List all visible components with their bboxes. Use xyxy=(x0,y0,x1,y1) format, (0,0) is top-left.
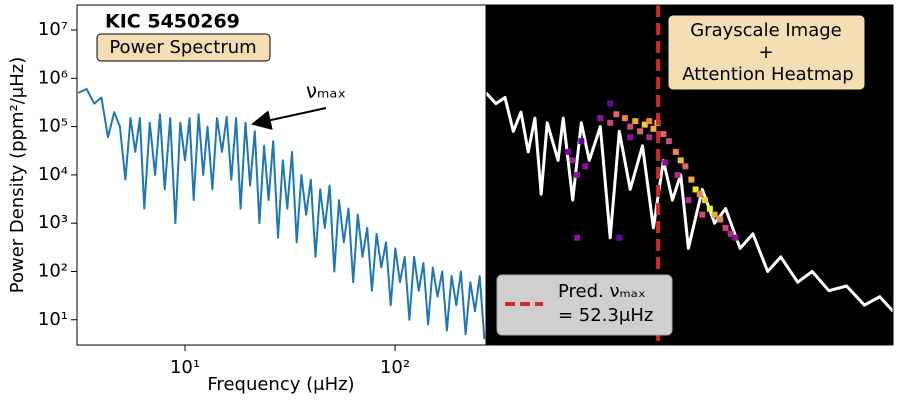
heatmap-cell xyxy=(711,211,718,218)
heatmap-cell xyxy=(627,123,634,130)
y-tick-label: 10² xyxy=(38,260,68,281)
y-tick-label: 10⁶ xyxy=(38,67,68,88)
heatmap-cell xyxy=(607,100,614,107)
x-axis-label: Frequency (μHz) xyxy=(207,374,354,395)
heatmap-cell xyxy=(696,191,703,198)
heatmap-cell xyxy=(685,197,692,204)
axes: 10¹ 10² 10³ 10⁴ 10⁵ 10⁶ 10⁷ 10¹ 10² xyxy=(38,19,492,378)
heatmap-cell xyxy=(574,234,581,241)
heatmap-cell xyxy=(672,148,679,155)
heatmap-cell xyxy=(578,138,585,145)
heatmap-cell xyxy=(699,211,706,218)
subtitle-box xyxy=(96,33,271,62)
grayscale-trace xyxy=(486,91,893,313)
heatmap-cell xyxy=(701,197,708,204)
y-tick-label: 10¹ xyxy=(38,309,68,330)
annotation: νₘₐₓ xyxy=(306,79,346,103)
heatmap-cell xyxy=(650,125,657,132)
heatmap-cell xyxy=(732,234,739,241)
heatmap-cell xyxy=(677,157,684,164)
annotation-arrow xyxy=(251,107,327,130)
heatmap-cell xyxy=(688,176,695,183)
y-tick-label: 10⁵ xyxy=(38,116,68,137)
heatmap-cell xyxy=(574,171,581,178)
heatmap-cell xyxy=(706,205,713,212)
y-axis-label: Power Density (ppm²/μHz) xyxy=(7,57,28,293)
x-tick-label: 10¹ xyxy=(170,357,200,378)
heatmap-cell xyxy=(682,163,689,170)
heatmap-cell xyxy=(582,163,589,170)
x-tick-label: 10² xyxy=(380,357,410,378)
heatmap-cell xyxy=(727,230,734,237)
legend-label: Pred. νₘₐₓ xyxy=(558,281,646,302)
image-title: + xyxy=(758,42,773,63)
heatmap-cell xyxy=(616,234,623,241)
heatmap-cell xyxy=(632,118,639,125)
legend-label: = 52.3μHz xyxy=(558,305,653,326)
heatmap-cell xyxy=(613,111,620,118)
heatmap-cell xyxy=(674,171,681,178)
heatmap-cell xyxy=(692,186,699,193)
heatmap-cell xyxy=(722,224,729,231)
y-tick-label: 10⁴ xyxy=(38,164,68,185)
heatmap-cell xyxy=(607,119,614,126)
heatmap-cell xyxy=(569,157,576,164)
y-tick-label: 10⁷ xyxy=(38,19,68,40)
subtitle: Power Spectrum xyxy=(109,37,256,58)
heatmap-cell xyxy=(621,115,628,122)
heatmap-cell xyxy=(565,148,572,155)
image-title: Attention Heatmap xyxy=(682,64,853,85)
legend-box xyxy=(496,274,673,336)
spectrum-line xyxy=(77,88,486,340)
heatmap-cell xyxy=(641,121,648,128)
image-title: Grayscale Image xyxy=(690,20,842,41)
heatmap-cell xyxy=(646,118,653,125)
heatmap-cell xyxy=(627,134,634,141)
legend: Pred. νₘₐₓ = 52.3μHz xyxy=(496,274,673,336)
heatmap-cell xyxy=(597,115,604,122)
y-tick-label: 10³ xyxy=(38,212,68,233)
image-area xyxy=(486,5,893,345)
heatmap-cell xyxy=(665,138,672,145)
heatmap-cell xyxy=(637,128,644,135)
image-frame xyxy=(485,4,894,346)
heatmap-cell xyxy=(660,131,667,138)
heatmap-cell xyxy=(646,134,653,141)
heatmap-cell xyxy=(717,216,724,223)
plot-area xyxy=(77,88,486,340)
image-title-box xyxy=(667,14,866,91)
chart-title: KIC 5450269 xyxy=(105,11,240,33)
heatmap-cell xyxy=(662,159,669,166)
